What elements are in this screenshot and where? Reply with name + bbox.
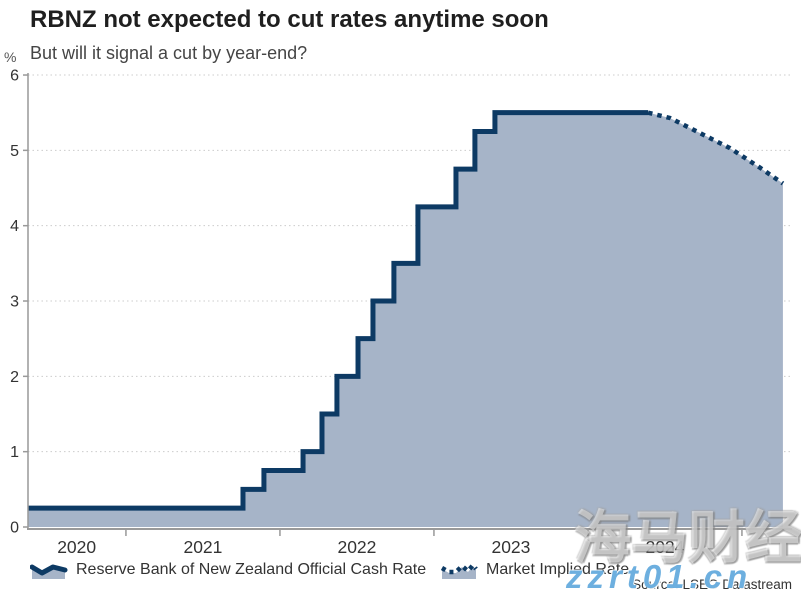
legend-label-official-cash-rate: Reserve Bank of New Zealand Official Cas… — [76, 561, 427, 578]
y-tick-label-0: 0 — [10, 520, 19, 537]
y-tick-label-1: 1 — [10, 444, 19, 461]
y-tick-label-6: 6 — [10, 68, 19, 85]
cash-rate-area-fill — [28, 112, 783, 527]
chart-title: RBNZ not expected to cut rates anytime s… — [30, 6, 549, 33]
y-tick-label-5: 5 — [10, 143, 19, 160]
x-tick-label-2020: 2020 — [57, 537, 96, 557]
official-cash-rate-line — [28, 110, 649, 511]
y-tick-label-4: 4 — [10, 218, 19, 235]
x-tick-label-2022: 2022 — [337, 537, 376, 557]
y-axis-unit-label: % — [4, 49, 17, 65]
solid-area-line-icon — [30, 564, 68, 579]
dotted-line-icon — [440, 561, 478, 579]
x-tick-label-2021: 2021 — [183, 537, 222, 557]
x-tick-label-2024: 2024 — [645, 537, 684, 557]
x-tick-label-2023: 2023 — [491, 537, 530, 557]
chart-subtitle: But will it signal a cut by year-end? — [30, 43, 308, 63]
legend-label-market-implied-rate: Market Implied Rate — [486, 561, 630, 578]
legend-item-official-cash-rate: Reserve Bank of New Zealand Official Cas… — [30, 558, 426, 582]
legend-item-market-implied-rate: Market Implied Rate — [440, 558, 629, 582]
y-tick-label-2: 2 — [10, 369, 19, 386]
y-tick-label-3: 3 — [10, 294, 19, 311]
source-attribution: Source: LSEG Datastream — [632, 577, 792, 592]
